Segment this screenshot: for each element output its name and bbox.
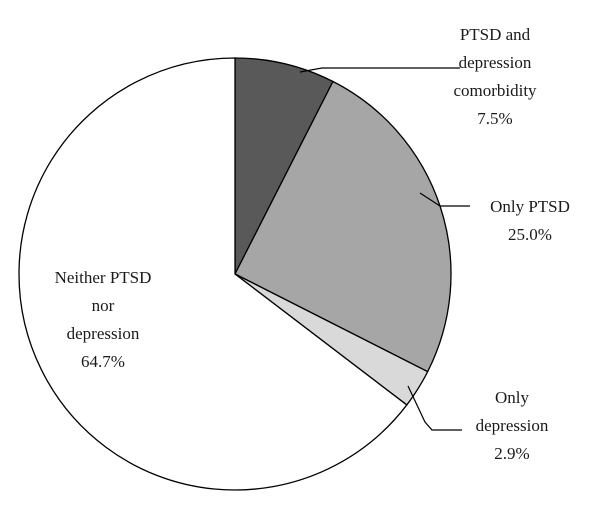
slice-label-line: PTSD and — [460, 25, 531, 44]
pie-slice-neither-ptsd-nor-depression — [18, 57, 408, 491]
leader-line-only-depression — [407, 385, 462, 431]
slice-label-line: depression — [476, 416, 549, 435]
slice-label-only-ptsd: Only PTSD 25.0% — [490, 197, 570, 244]
slice-label-line: comorbidity — [453, 81, 537, 100]
pie-slice-only-ptsd — [234, 80, 452, 373]
slice-label-line: 7.5% — [477, 109, 512, 128]
slice-label-line: depression — [67, 324, 140, 343]
slice-label-neither-ptsd-nor-depression: Neither PTSD nor depression 64.7% — [55, 268, 152, 371]
slice-label-ptsd-and-depression-comorbidity: PTSD and depression comorbidity 7.5% — [453, 25, 537, 128]
leader-line-ptsd-and-depression-comorbidity — [299, 67, 460, 73]
pie-slice-ptsd-and-depression-comorbidity — [234, 57, 334, 275]
slice-label-line: nor — [92, 296, 115, 315]
slice-label-line: Neither PTSD — [55, 268, 152, 287]
slice-label-only-depression: Only depression 2.9% — [476, 388, 549, 463]
slice-label-line: Only — [495, 388, 530, 407]
leader-line-only-ptsd — [419, 192, 470, 207]
slice-label-line: 25.0% — [508, 225, 552, 244]
slice-label-line: Only PTSD — [490, 197, 570, 216]
slice-label-line: 64.7% — [81, 352, 125, 371]
slice-label-line: depression — [459, 53, 532, 72]
slice-label-line: 2.9% — [494, 444, 529, 463]
